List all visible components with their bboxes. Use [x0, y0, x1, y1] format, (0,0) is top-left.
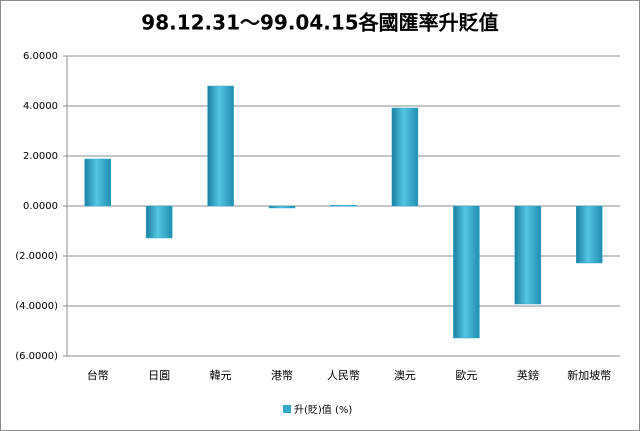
bar	[514, 205, 542, 305]
bar	[145, 205, 173, 239]
y-tick-label: 0.0000	[23, 201, 58, 212]
bar	[391, 107, 419, 207]
x-tick-label: 新加坡幣	[567, 368, 611, 382]
x-tick-label: 港幣	[271, 369, 293, 382]
x-tick-label: 英鎊	[517, 368, 539, 382]
x-tick-label: 澳元	[394, 369, 416, 382]
x-tick-label: 韓元	[210, 369, 232, 382]
x-tick-label: 歐元	[455, 368, 477, 382]
bar	[453, 205, 480, 339]
chart-title: 98.12.31～99.04.15各國匯率升貶值	[141, 11, 498, 35]
y-tick-label: 4.0000	[23, 101, 58, 112]
y-tick-label: 6.0000	[23, 51, 58, 62]
legend-swatch	[283, 405, 291, 413]
y-tick-label: (2.0000)	[15, 251, 58, 262]
bar	[576, 205, 603, 264]
x-tick-label: 台幣	[87, 368, 109, 382]
bar	[268, 205, 296, 209]
bar	[84, 158, 111, 207]
y-tick-label: (6.0000)	[15, 351, 58, 362]
x-tick-label: 日圓	[148, 369, 170, 382]
legend-label: 升(貶)值 (%)	[294, 403, 352, 416]
x-tick-label: 人民幣	[327, 369, 360, 382]
bar	[207, 85, 234, 207]
y-tick-label: 2.0000	[23, 151, 58, 162]
bar	[330, 205, 357, 207]
y-tick-label: (4.0000)	[15, 301, 58, 312]
